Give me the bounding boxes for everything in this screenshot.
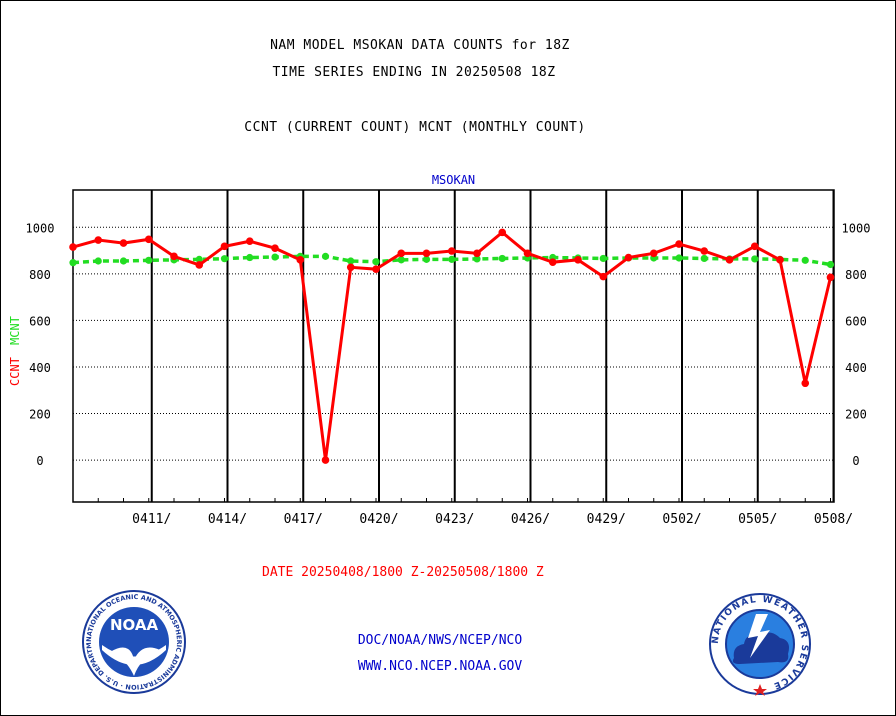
data-point-mcnt (271, 253, 279, 261)
data-point-mcnt (94, 257, 102, 265)
data-point-ccnt (69, 243, 77, 251)
y-tick-label-right: 400 (845, 361, 867, 375)
data-point-ccnt (346, 263, 355, 272)
data-point-ccnt (422, 249, 431, 258)
y-tick-label-left: 800 (29, 268, 51, 282)
y-tick-label-left: 600 (29, 314, 51, 328)
data-point-mcnt (246, 253, 254, 262)
data-point-ccnt (119, 239, 128, 247)
data-point-mcnt (422, 255, 431, 263)
data-point-ccnt (700, 247, 709, 255)
x-tick-label: 0505/ (738, 512, 777, 527)
series-line-ccnt (72, 230, 832, 461)
y-tick-label-right: 200 (845, 408, 867, 422)
data-point-mcnt (397, 256, 405, 264)
data-point-ccnt (649, 249, 658, 258)
y-tick-label-left: 200 (29, 408, 51, 422)
y-tick-label-right: 0 (852, 454, 859, 468)
data-point-mcnt (372, 258, 380, 266)
data-point-mcnt (700, 254, 708, 263)
x-tick-label: 0508/ (814, 512, 853, 527)
y-axis-label-mcnt: MCNT (8, 316, 22, 345)
data-point-mcnt (675, 254, 683, 262)
y-tick-label-left: 1000 (26, 221, 55, 235)
x-tick-label: 0417/ (284, 512, 323, 527)
x-tick-label: 0429/ (587, 512, 626, 527)
org-credit: DOC/NOAA/NWS/NCEP/NCO (357, 633, 523, 648)
data-point-mcnt (321, 252, 330, 260)
x-tick-label: 0423/ (435, 512, 474, 527)
x-tick-label: 0411/ (132, 512, 171, 527)
data-point-mcnt (751, 255, 759, 263)
data-point-mcnt (448, 255, 456, 263)
data-point-ccnt (397, 249, 406, 258)
data-point-mcnt (347, 257, 355, 265)
data-point-ccnt (548, 258, 557, 266)
data-point-mcnt (145, 256, 153, 264)
data-point-ccnt (801, 379, 810, 388)
data-point-ccnt (776, 256, 784, 264)
data-point-ccnt (144, 235, 153, 244)
chart-title-line1: NAM MODEL MSOKAN DATA COUNTS for 18Z (270, 38, 570, 53)
data-point-ccnt (321, 456, 330, 464)
data-point-mcnt (69, 259, 77, 267)
data-point-ccnt (195, 261, 204, 269)
y-tick-label-right: 800 (845, 268, 867, 282)
data-point-mcnt (826, 260, 835, 269)
data-point-ccnt (447, 247, 456, 255)
y-tick-label-left: 0 (36, 454, 43, 468)
data-point-mcnt (498, 254, 506, 263)
y-tick-label-right: 1000 (842, 221, 871, 235)
data-point-ccnt (675, 240, 683, 248)
data-point-ccnt (94, 236, 103, 244)
data-point-ccnt (271, 244, 279, 253)
y-tick-label-left: 400 (29, 361, 51, 375)
x-tick-label: 0414/ (208, 512, 247, 527)
x-tick-label: 0502/ (662, 512, 701, 527)
y-axis-label-ccnt: CCNT (8, 357, 22, 386)
chart-title-line2: TIME SERIES ENDING IN 20250508 18Z (272, 65, 556, 80)
data-point-ccnt (523, 249, 532, 258)
chart-subtitle: CCNT (CURRENT COUNT) MCNT (MONTHLY COUNT… (244, 120, 586, 135)
x-tick-label: 0426/ (511, 512, 550, 527)
y-tick-label-right: 600 (845, 314, 867, 328)
data-point-ccnt (750, 242, 759, 251)
data-point-ccnt (624, 253, 633, 262)
data-point-mcnt (195, 255, 203, 263)
data-point-mcnt (220, 255, 229, 263)
website-link[interactable]: WWW.NCO.NCEP.NOAA.GOV (357, 659, 523, 674)
noaa-logo: NATIONAL OCEANIC AND ATMOSPHERIC ADMINIS… (80, 590, 186, 694)
data-point-ccnt (296, 256, 305, 264)
data-point-ccnt (473, 249, 481, 258)
data-point-ccnt (574, 256, 582, 264)
data-point-ccnt (170, 252, 178, 261)
svg-text:NOAA: NOAA (110, 616, 159, 634)
data-point-ccnt (245, 237, 254, 246)
data-point-ccnt (599, 272, 608, 281)
data-point-ccnt (220, 242, 229, 251)
data-point-ccnt (826, 273, 835, 282)
data-point-ccnt (725, 256, 734, 264)
data-point-mcnt (599, 254, 607, 263)
data-point-mcnt (801, 256, 809, 264)
date-range-label: DATE 20250408/1800 Z-20250508/1800 Z (262, 565, 544, 580)
nws-logo: NATIONAL WEATHER SERVICE (709, 593, 811, 696)
data-point-ccnt (372, 265, 380, 273)
chart-station-title: MSOKAN (432, 173, 475, 187)
data-point-ccnt (498, 228, 507, 237)
plot-area (72, 189, 835, 503)
x-tick-label: 0420/ (359, 512, 398, 527)
data-point-mcnt (473, 255, 481, 263)
data-point-mcnt (119, 257, 128, 265)
